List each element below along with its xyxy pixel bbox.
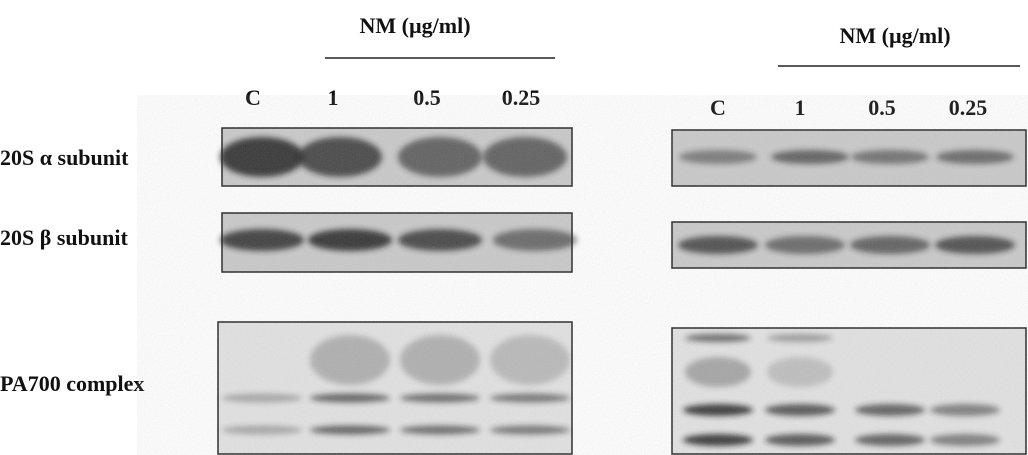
- row-label: PA700 complex: [0, 371, 144, 396]
- band: [222, 393, 302, 403]
- band: [222, 425, 302, 435]
- band: [220, 229, 304, 251]
- band: [771, 150, 849, 164]
- band: [855, 404, 925, 416]
- band: [767, 357, 833, 387]
- band: [767, 334, 833, 342]
- band: [298, 137, 382, 177]
- band: [683, 404, 753, 416]
- band: [310, 425, 390, 435]
- band: [851, 150, 929, 164]
- band: [683, 434, 753, 446]
- band: [308, 229, 392, 251]
- panel-header: NM (µg/ml): [359, 13, 470, 38]
- band: [936, 150, 1014, 164]
- band: [400, 335, 480, 385]
- band: [493, 229, 577, 251]
- band: [930, 434, 1000, 446]
- band: [398, 137, 482, 177]
- band: [483, 137, 567, 177]
- lane-label: 0.5: [413, 85, 441, 110]
- band: [685, 334, 751, 342]
- lane-label: C: [245, 85, 261, 110]
- band: [220, 137, 304, 177]
- lane-label: 1: [795, 95, 806, 120]
- band: [398, 229, 482, 251]
- band: [930, 404, 1000, 416]
- lane-label: 0.5: [868, 95, 896, 120]
- lane-label: 0.25: [502, 85, 541, 110]
- band: [765, 434, 835, 446]
- band: [400, 393, 480, 403]
- band: [679, 150, 757, 164]
- band: [310, 393, 390, 403]
- row-label: 20S α subunit: [0, 145, 129, 170]
- band: [400, 425, 480, 435]
- lane-label: 1: [328, 85, 339, 110]
- band: [855, 434, 925, 446]
- band: [490, 393, 570, 403]
- band: [678, 236, 758, 254]
- lane-label: 0.25: [949, 95, 988, 120]
- band: [935, 236, 1015, 254]
- band: [490, 335, 570, 385]
- band: [850, 236, 930, 254]
- lane-label: C: [710, 95, 726, 120]
- band: [490, 425, 570, 435]
- band: [765, 236, 845, 254]
- band: [685, 357, 751, 387]
- panel-header: NM (µg/ml): [839, 23, 950, 48]
- band: [310, 335, 390, 385]
- band: [765, 404, 835, 416]
- row-label: 20S β subunit: [0, 225, 128, 250]
